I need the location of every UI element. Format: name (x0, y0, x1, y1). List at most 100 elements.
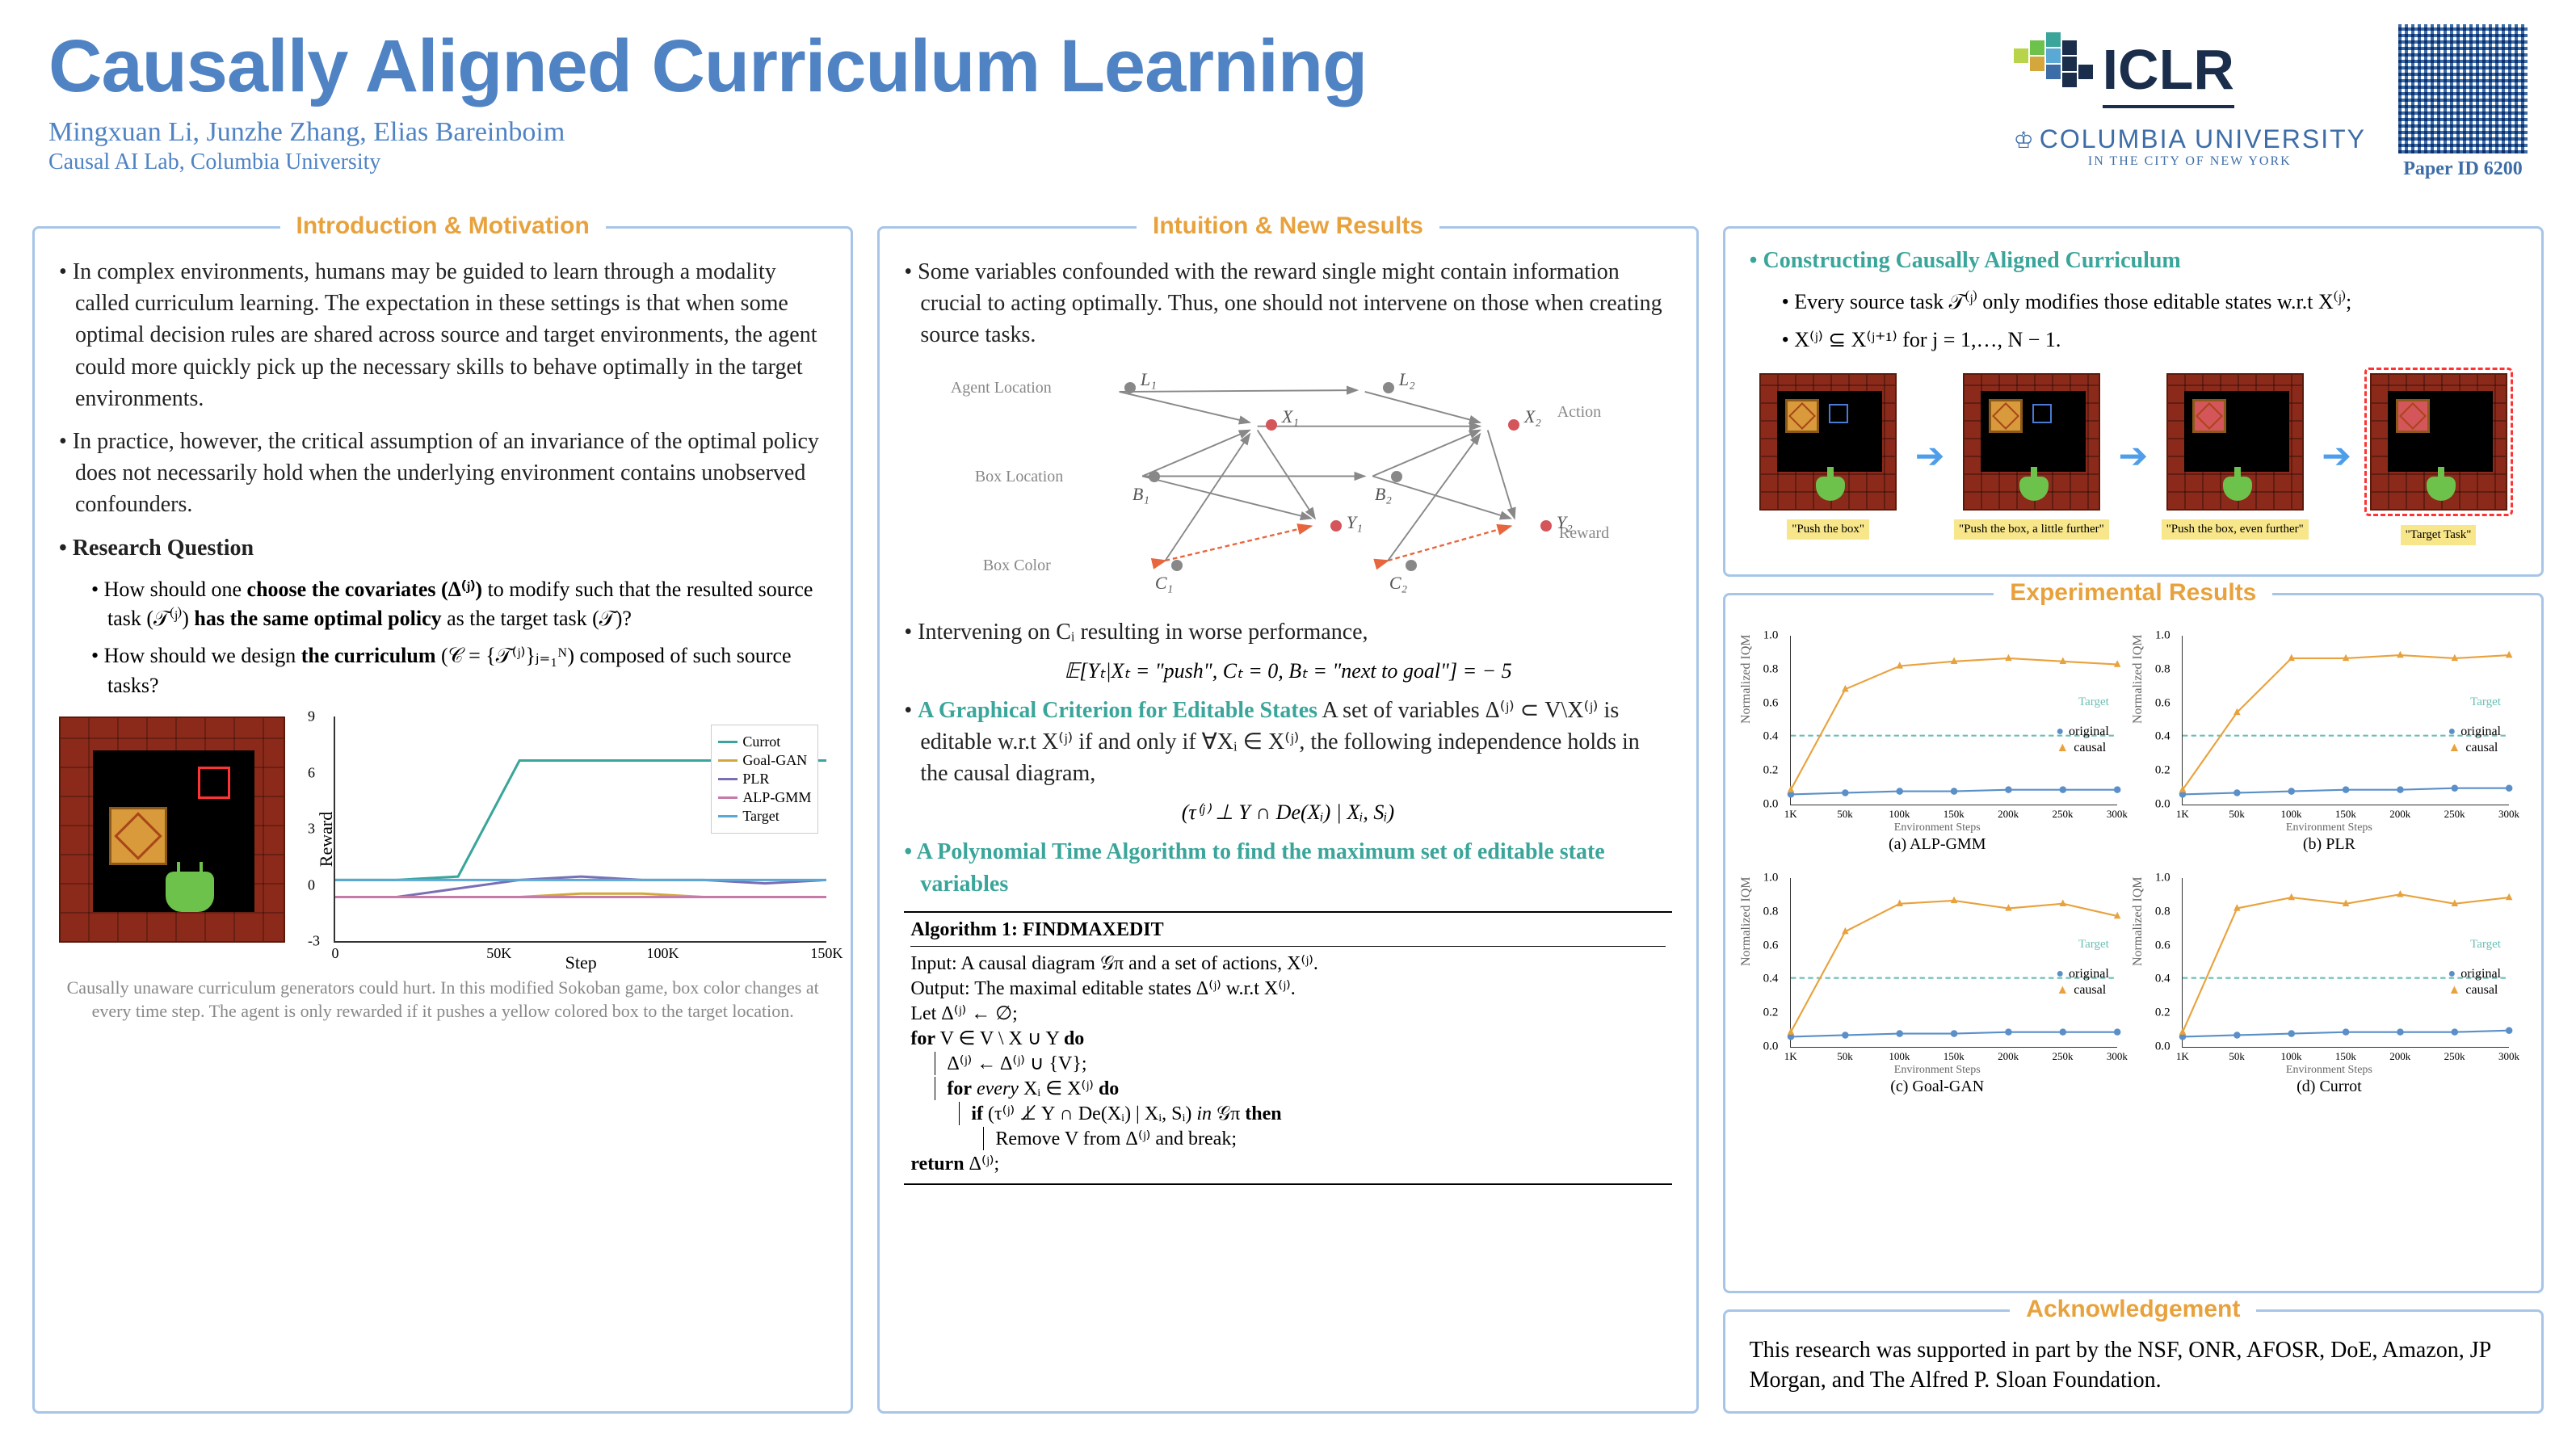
chart-xlabel: Environment Steps (1750, 822, 2125, 834)
section-construct: Constructing Causally Aligned Curriculum… (1723, 226, 2544, 577)
arrow-right-icon: ➔ (2118, 435, 2148, 477)
iclr-logo: ICLR (2014, 24, 2321, 121)
chart-xlabel: Environment Steps (2141, 1064, 2517, 1077)
chart-ylabel: Normalized IQM (2131, 634, 2145, 724)
chart-caption: (b) PLR (2141, 835, 2517, 854)
columbia-main: COLUMBIA UNIVERSITY (2040, 124, 2366, 153)
target-label: Target (2470, 938, 2501, 952)
result-chart-svg (2183, 878, 2509, 1047)
causal-graph-edges (943, 363, 1633, 605)
eq2: (τ⁽ʲ⁾ ⊥ Y ∩ De(Xᵢ) | Xᵢ, Sᵢ) (904, 801, 1671, 825)
alg-line: Remove V from Δ⁽ʲ⁾ and break; (983, 1127, 1665, 1150)
column-left: Introduction & Motivation In complex env… (32, 226, 853, 1414)
sokoban-mini-icon (1759, 373, 1897, 511)
poster-title: Causally Aligned Curriculum Learning (48, 24, 2014, 109)
sokoban-mini-icon (2166, 373, 2304, 511)
curriculum-item: "Push the box, a little further" (1952, 373, 2110, 540)
criterion: A Graphical Criterion for Editable State… (920, 695, 1671, 790)
result-chart-svg (1791, 636, 2117, 805)
results-grid: Normalized IQM 0.00.20.40.60.81.0 1K50k1… (1750, 628, 2517, 1096)
section-title: Experimental Results (1994, 579, 2272, 607)
curriculum-item: "Push the box" (1750, 373, 1907, 540)
alg-name: Algorithm 1: FINDMAXEDIT (910, 919, 1665, 947)
iclr-text: ICLR (2103, 37, 2234, 108)
column-right: Constructing Causally Aligned Curriculum… (1723, 226, 2544, 1414)
result-chart: Normalized IQM 0.00.20.40.60.81.0 1K50k1… (1750, 628, 2125, 854)
rq1: How should one choose the covariates (Δ⁽… (107, 575, 826, 634)
reward-chart: Reward Step -30369 050K100K150K CurrotGo… (334, 716, 826, 943)
chart-legend: ● original ▲ causal (2448, 723, 2501, 757)
chart-caption: (c) Goal-GAN (1750, 1078, 2125, 1096)
curriculum-caption: "Push the box" (1787, 519, 1869, 540)
section-title: Introduction & Motivation (280, 212, 606, 240)
alg-line: Input: A causal diagram 𝒢π and a set of … (910, 952, 1665, 975)
chart-ylabel: Normalized IQM (1739, 634, 1754, 724)
alg-line: for every Xᵢ ∈ X⁽ʲ⁾ do (935, 1077, 1665, 1100)
sokoban-game-icon (59, 716, 285, 943)
result-chart: Normalized IQM 0.00.20.40.60.81.0 1K50k1… (2141, 628, 2517, 854)
alg-line: Let Δ⁽ʲ⁾ ← ∅; (910, 1002, 1665, 1025)
arrow-right-icon: ➔ (2322, 435, 2351, 477)
target-label: Target (2078, 938, 2109, 952)
chart-ylabel: Normalized IQM (2131, 876, 2145, 966)
arrow-right-icon: ➔ (1915, 435, 1945, 477)
chart-ylabel: Normalized IQM (1739, 876, 1754, 966)
alg-line: return Δ⁽ʲ⁾; (910, 1152, 1665, 1175)
result-chart: Normalized IQM 0.00.20.40.60.81.0 1K50k1… (2141, 870, 2517, 1096)
construct-b1: Every source task 𝒯⁽ʲ⁾ only modifies tho… (1798, 288, 2517, 317)
logo-block: ICLR ♔ COLUMBIA UNIVERSITY IN THE CITY O… (2014, 24, 2528, 180)
sokoban-figure-row: Reward Step -30369 050K100K150K CurrotGo… (59, 716, 826, 967)
causal-graph: Agent Location Box Location Box Color Ac… (943, 363, 1633, 605)
intuition-p1: Some variables confounded with the rewar… (920, 256, 1671, 351)
rq2: How should we design the curriculum (𝒞 =… (107, 641, 826, 700)
result-chart: Normalized IQM 0.00.20.40.60.81.0 1K50k1… (1750, 870, 2125, 1096)
alg-line: Output: The maximal editable states Δ⁽ʲ⁾… (910, 977, 1665, 1000)
target-label: Target (2078, 695, 2109, 709)
chart-legend: ● original ▲ causal (2056, 723, 2108, 757)
curriculum-item: "Push the box, even further" (2156, 373, 2313, 540)
section-intro: Introduction & Motivation In complex env… (32, 226, 853, 1414)
authors: Mingxuan Li, Junzhe Zhang, Elias Bareinb… (48, 117, 2014, 148)
curriculum-item: "Target Task" (2360, 368, 2517, 545)
iclr-columbia-block: ICLR ♔ COLUMBIA UNIVERSITY IN THE CITY O… (2014, 24, 2366, 169)
qr-block: Paper ID 6200 (2398, 24, 2528, 180)
alg-line: for for V ∈ V \ X ∪ Y doV ∈ V \ X ∪ Y do (910, 1027, 1665, 1050)
reward-ylabel: Reward (316, 812, 337, 867)
chart-legend: ● original ▲ causal (2448, 965, 2501, 999)
chart-xlabel: Environment Steps (1750, 1064, 2125, 1077)
eq1: 𝔼[Yₜ|Xₜ = "push", Cₜ = 0, Bₜ = "next to … (904, 659, 1671, 683)
intro-p1: In complex environments, humans may be g… (75, 256, 826, 414)
columbia-sub: IN THE CITY OF NEW YORK (2014, 154, 2366, 169)
iclr-logo-icon (2014, 32, 2095, 113)
construct-title: Constructing Causally Aligned Curriculum (1766, 245, 2517, 276)
curriculum-caption: "Target Task" (2401, 525, 2477, 545)
title-block: Causally Aligned Curriculum Learning Min… (48, 24, 2014, 175)
alg-line: Δ⁽ʲ⁾ ← Δ⁽ʲ⁾ ∪ {V}; (935, 1052, 1665, 1075)
section-results: Experimental Results Normalized IQM 0.00… (1723, 593, 2544, 1293)
section-ack: Acknowledgement This research was suppor… (1723, 1309, 2544, 1414)
construct-b2: X⁽ʲ⁾ ⊆ X⁽ʲ⁺¹⁾ for j = 1,…, N − 1. (1798, 326, 2517, 355)
column-middle: Intuition & New Results Some variables c… (877, 226, 1698, 1414)
intro-p2: In practice, however, the critical assum… (75, 426, 826, 521)
chart-legend: ● original ▲ causal (2056, 965, 2108, 999)
qr-code-icon (2398, 24, 2528, 153)
section-intuition: Intuition & New Results Some variables c… (877, 226, 1698, 1414)
section-title: Acknowledgement (2010, 1296, 2256, 1323)
alg-title: A Polynomial Time Algorithm to find the … (920, 836, 1671, 899)
ack-text: This research was supported in part by t… (1750, 1336, 2517, 1395)
algorithm-box: Algorithm 1: FINDMAXEDIT Input: A causal… (904, 911, 1671, 1185)
chart-xlabel: Environment Steps (2141, 822, 2517, 834)
research-question-title: Research Question (75, 532, 826, 564)
poster-body: Introduction & Motivation In complex env… (32, 226, 2544, 1414)
result-chart-svg (2183, 636, 2509, 805)
result-chart-svg (1791, 878, 2117, 1047)
intuition-p2: Intervening on Cᵢ resulting in worse per… (920, 616, 1671, 648)
chart-caption: (a) ALP-GMM (1750, 835, 2125, 854)
intro-caption: Causally unaware curriculum generators c… (59, 977, 826, 1023)
target-label: Target (2470, 695, 2501, 709)
chart-caption: (d) Currot (2141, 1078, 2517, 1096)
curriculum-caption: "Push the box, even further" (2162, 519, 2309, 540)
poster-header: Causally Aligned Curriculum Learning Min… (48, 24, 2528, 180)
columbia-logo: ♔ COLUMBIA UNIVERSITY IN THE CITY OF NEW… (2014, 124, 2366, 169)
affiliation: Causal AI Lab, Columbia University (48, 149, 2014, 175)
